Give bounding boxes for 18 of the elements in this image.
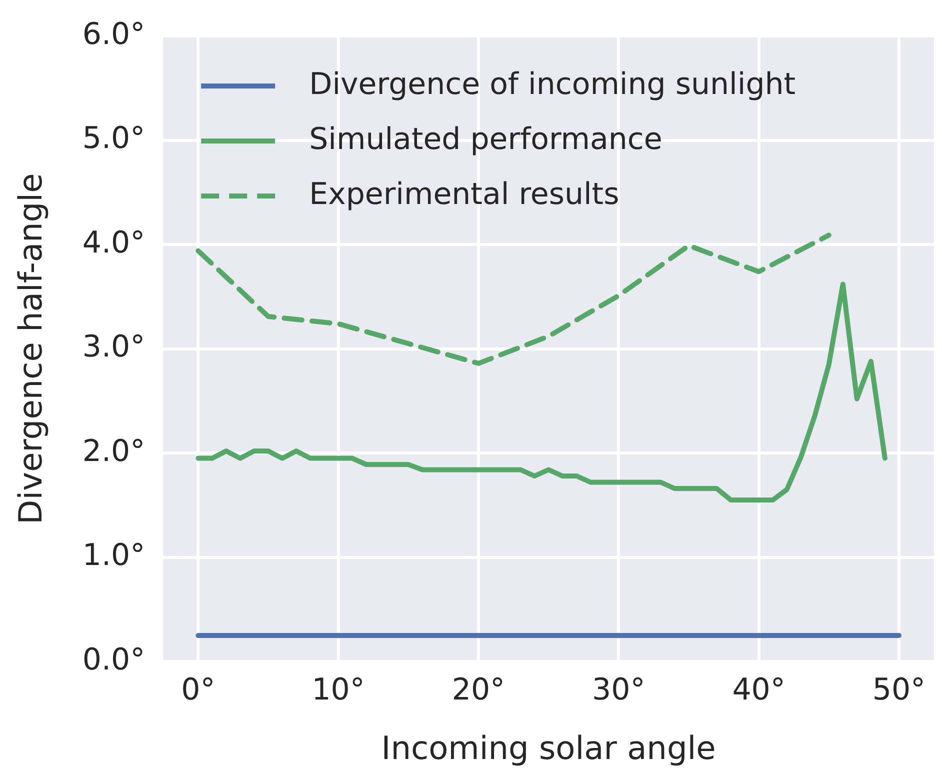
legend-label: Experimental results (309, 176, 620, 212)
x-tick-label: 20° (452, 672, 506, 708)
y-tick-label: 4.0° (82, 225, 146, 260)
legend-label: Divergence of incoming sunlight (309, 66, 796, 102)
legend-label: Simulated performance (309, 122, 662, 157)
x-tick-label: 0° (181, 672, 216, 708)
y-tick-label: 6.0° (82, 16, 146, 52)
x-axis-title: Incoming solar angle (381, 729, 716, 768)
y-tick-label: 1.0° (82, 538, 146, 574)
x-tick-label: 10° (312, 672, 365, 708)
y-tick-label: 3.0° (82, 330, 146, 365)
y-tick-label: 0.0° (82, 642, 146, 678)
y-tick-label: 5.0° (82, 121, 146, 156)
y-tick-label: 2.0° (82, 434, 146, 469)
x-tick-label: 30° (592, 672, 646, 708)
x-tick-label: 40° (732, 672, 786, 708)
x-tick-label: 50° (872, 672, 926, 708)
y-axis-title: Divergence half-angle (12, 173, 50, 524)
